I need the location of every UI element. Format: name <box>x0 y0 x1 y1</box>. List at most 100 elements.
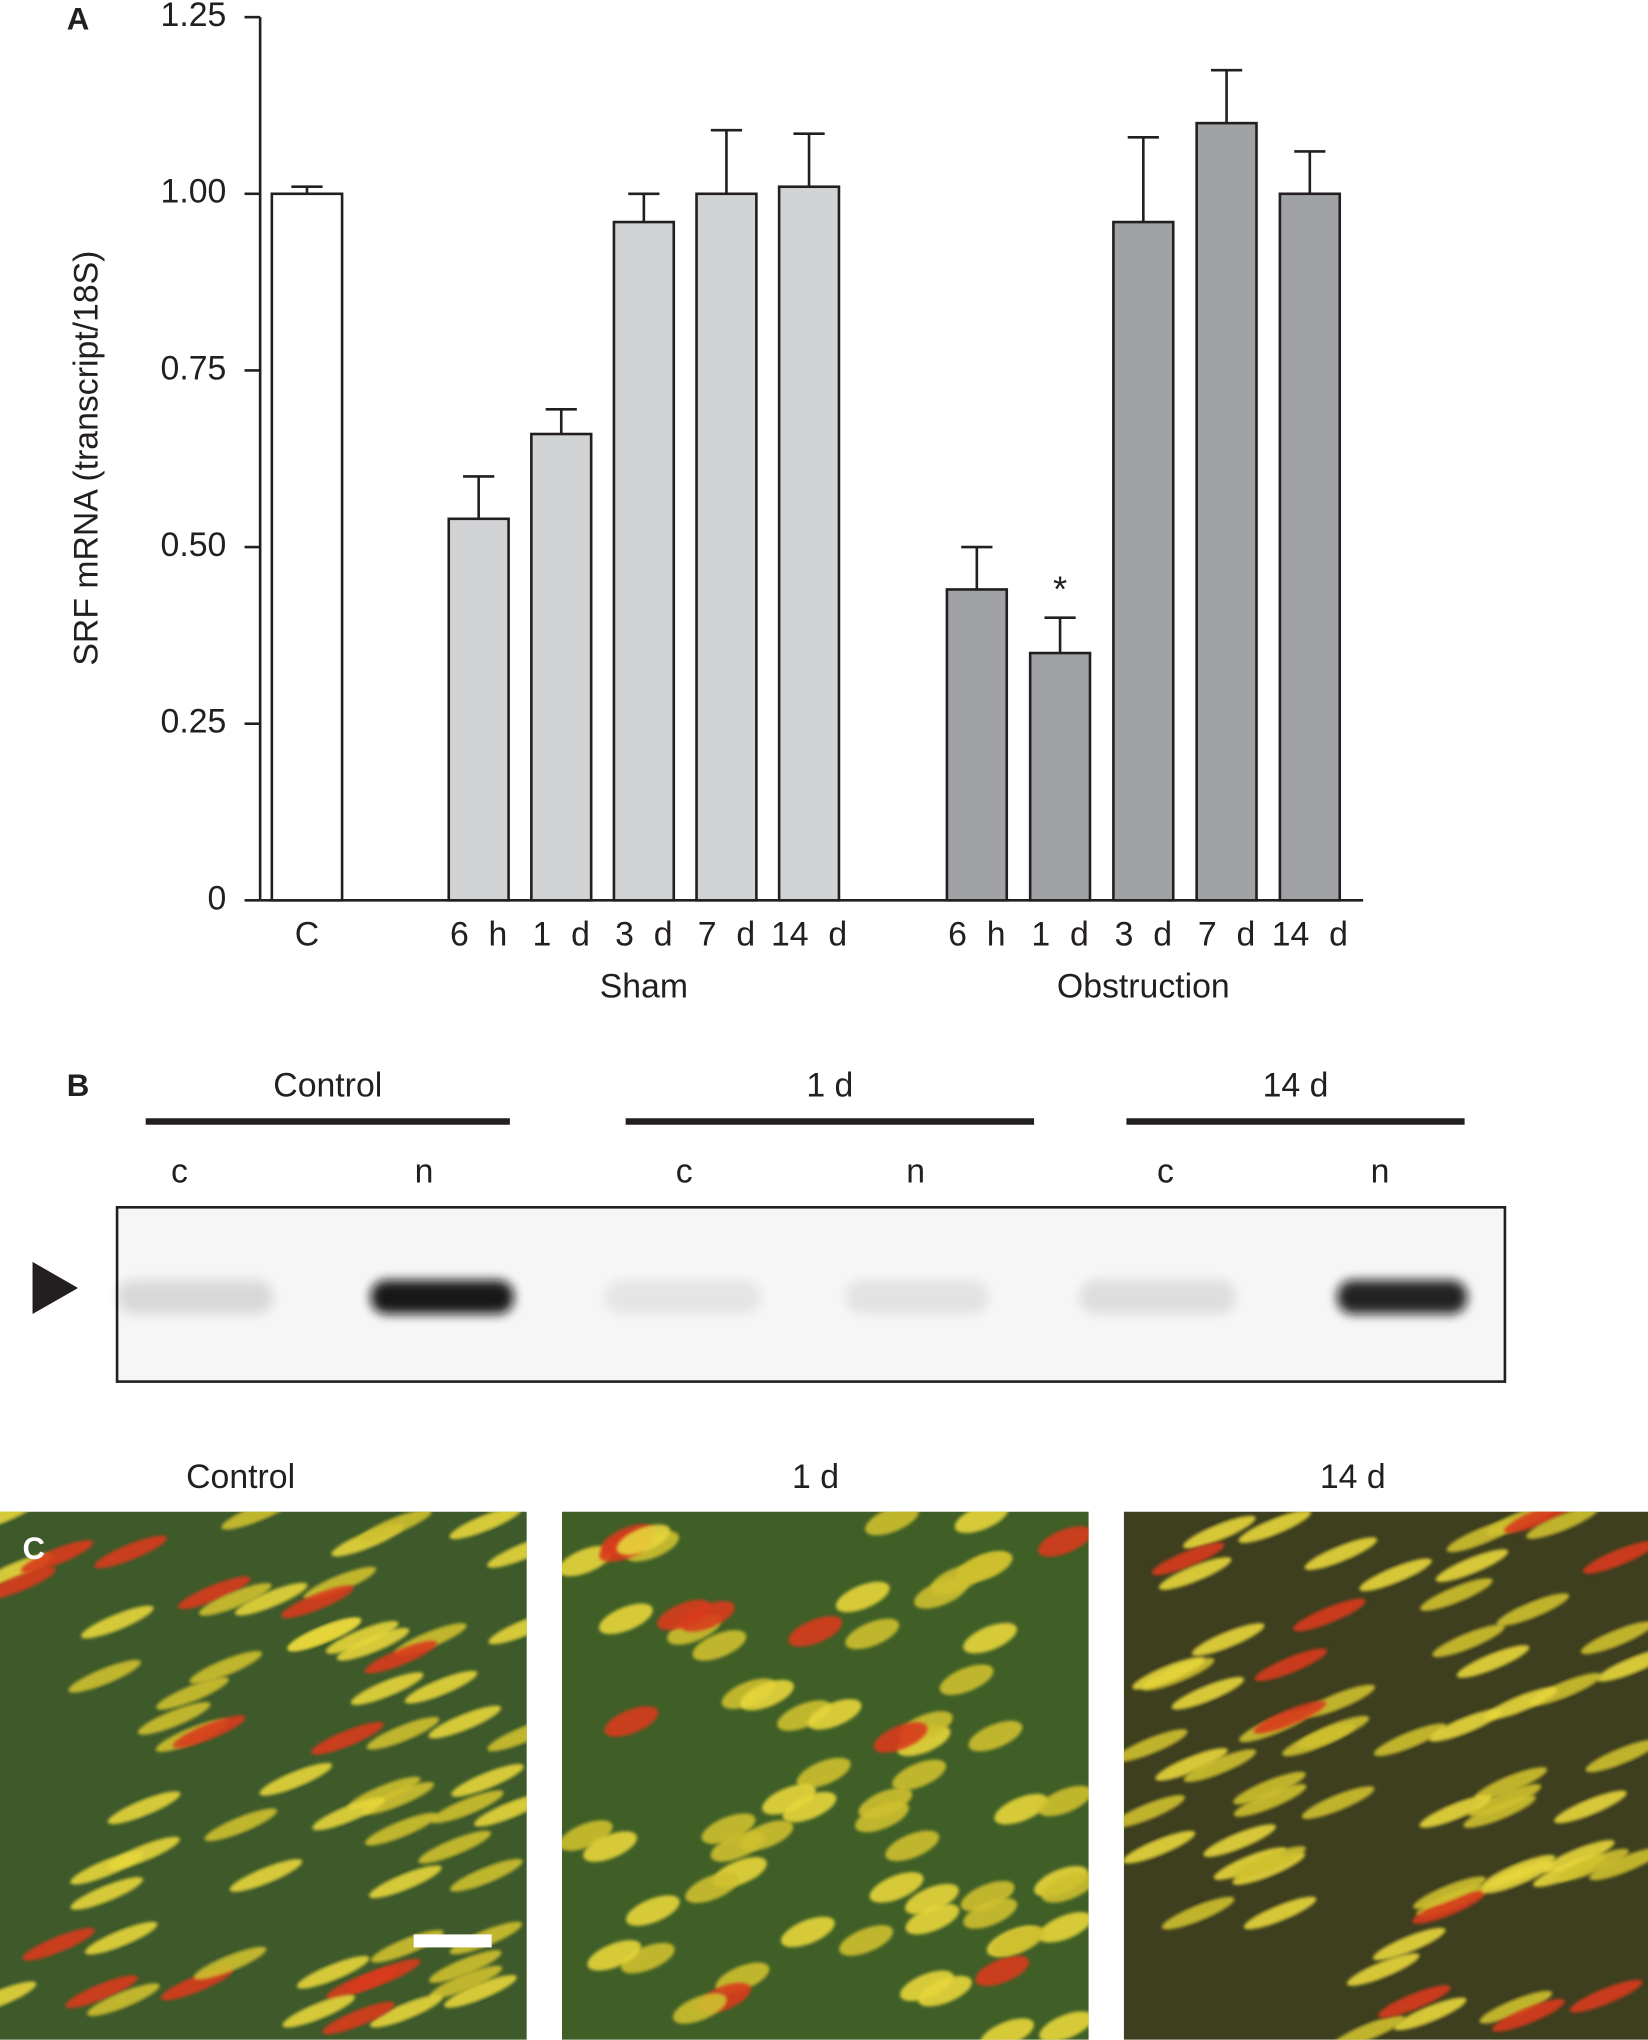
nucleus <box>855 1801 909 1833</box>
error-bar <box>710 128 743 194</box>
nucleus <box>1301 1786 1375 1819</box>
x-tick-label: 3 d <box>1115 916 1172 954</box>
nucleus <box>1496 1593 1570 1626</box>
nucleus <box>0 1981 37 2015</box>
nucleus <box>366 1716 440 1750</box>
nucleus <box>221 1511 295 1530</box>
bar <box>1195 121 1258 902</box>
nucleus <box>488 1611 527 1645</box>
nucleus <box>1429 1708 1502 1742</box>
nucleus <box>1372 1927 1446 1961</box>
y-tick-label: 0.50 <box>161 526 227 564</box>
nucleus <box>780 1916 835 1948</box>
nucleus <box>350 1672 424 1705</box>
lane-group-label: 14 d <box>1263 1067 1329 1105</box>
nucleus <box>845 1618 900 1650</box>
nucleus <box>282 1994 356 2028</box>
nucleus <box>616 1524 671 1555</box>
nucleus <box>1331 2015 1405 2040</box>
lane-label: c <box>1157 1152 1174 1190</box>
nucleus <box>1432 1624 1505 1658</box>
bar-chart: 0 0.25 0.50 0.75 1.00 1.25 C 6 h 1 d 3 d 7 d 14 d Sh… <box>161 0 1364 1006</box>
nucleus <box>68 1659 141 1693</box>
nucleus <box>404 1670 478 1704</box>
nucleus <box>296 1955 370 1989</box>
bar <box>777 185 841 902</box>
nucleus <box>81 1605 154 1639</box>
nucleus <box>365 1812 438 1846</box>
nucleus <box>1191 1623 1265 1656</box>
nucleus <box>900 1970 954 2002</box>
lane-label: n <box>1371 1152 1390 1190</box>
nucleus <box>1373 1723 1447 1757</box>
y-tick-label: 1.25 <box>161 0 227 34</box>
blot-band <box>117 1280 274 1314</box>
nucleus <box>178 1576 251 1610</box>
nucleus <box>1304 1537 1378 1570</box>
nucleus <box>326 1966 399 2000</box>
nucleus <box>1155 1748 1228 1781</box>
micrograph <box>0 1511 527 2040</box>
nucleus <box>311 1721 384 1755</box>
nucleus <box>561 1545 613 1577</box>
blot-band <box>604 1280 761 1314</box>
nucleus <box>1378 1985 1451 2018</box>
nucleus <box>1504 1511 1577 1534</box>
micrograph <box>1123 1511 1648 2040</box>
nucleus <box>0 1567 56 1600</box>
nucleus <box>963 1622 1017 1654</box>
panel-label: B <box>67 1068 90 1103</box>
nucleus <box>1123 1795 1186 1828</box>
nucleus <box>65 1975 138 2008</box>
nucleus <box>1556 1848 1629 1882</box>
nucleus <box>474 1793 527 1827</box>
nucleus <box>1296 1715 1370 1749</box>
nucleus <box>905 1903 960 1935</box>
nucleus <box>288 1617 362 1651</box>
nucleus <box>451 1764 524 1797</box>
x-tick-label: 1 d <box>1031 916 1088 954</box>
nucleus <box>449 1511 523 1540</box>
nucleus <box>673 1993 727 2024</box>
nucleus <box>1123 1830 1196 1864</box>
blot-band <box>370 1280 514 1314</box>
nucleus <box>1038 1912 1089 1943</box>
bar <box>945 588 1009 902</box>
x-tick-label: C <box>295 916 319 954</box>
nucleus <box>450 1858 523 1892</box>
nucleus <box>1580 1621 1648 1655</box>
bar <box>1112 220 1175 902</box>
nucleus <box>1585 1739 1648 1773</box>
blot-frame <box>115 1206 1507 1383</box>
x-tick-label: 7 d <box>1198 916 1255 954</box>
x-tick-label: 1 d <box>533 916 590 954</box>
nucleus <box>336 1627 410 1661</box>
nucleus <box>1359 1558 1432 1592</box>
nucleus <box>604 1706 659 1737</box>
nucleus <box>869 1872 924 1903</box>
nucleus <box>873 1722 928 1753</box>
nucleus <box>1037 1526 1089 1557</box>
nucleus <box>657 1599 711 1631</box>
image-title: 14 d <box>1320 1458 1386 1496</box>
nucleus <box>1413 1876 1486 1910</box>
blot-band <box>1337 1280 1468 1314</box>
nucleus <box>1158 1557 1232 1590</box>
nucleus <box>1182 1515 1256 1549</box>
nucleus <box>1597 1648 1648 1682</box>
nucleus <box>918 1975 972 2007</box>
lane-label: n <box>415 1152 434 1190</box>
blot-band <box>1079 1280 1236 1314</box>
nucleus <box>22 1927 95 1961</box>
nucleus <box>234 1582 308 1616</box>
nucleus <box>762 1784 816 1815</box>
nucleus <box>1238 1511 1312 1543</box>
nucleus <box>107 1836 180 1870</box>
error-bar <box>1127 135 1159 223</box>
nucleus <box>370 1994 443 2028</box>
nucleus <box>990 1925 1045 1957</box>
nucleus <box>0 1511 39 1532</box>
nucleus <box>322 2001 395 2035</box>
nucleus <box>1132 1656 1205 1690</box>
